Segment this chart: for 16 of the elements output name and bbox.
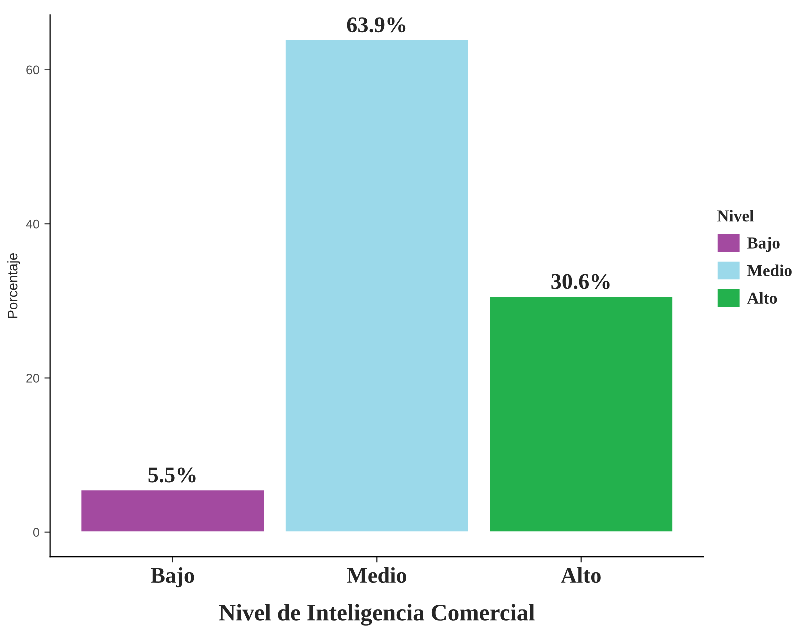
x-tick-label: Alto	[561, 567, 601, 584]
x-tick-label: Medio	[347, 567, 407, 584]
legend-label: Alto	[747, 292, 778, 304]
legend-label: Bajo	[747, 237, 780, 252]
x-axis-title: Nivel de Inteligencia Comercial	[219, 604, 535, 626]
data-label: 5.5%	[148, 468, 196, 483]
data-label: 63.9%	[347, 18, 406, 33]
data-label: 30.6%	[552, 274, 610, 290]
x-tick-label: Bajo	[151, 567, 194, 588]
y-tick-label: 40	[26, 220, 40, 229]
y-tick-label: 0	[33, 528, 40, 538]
y-tick-label: 60	[26, 66, 40, 75]
legend-title: Nivel	[718, 210, 754, 222]
legend-label: Medio	[747, 264, 792, 276]
y-tick-label: 20	[26, 374, 40, 383]
y-axis-title: Porcentaje	[8, 254, 20, 318]
